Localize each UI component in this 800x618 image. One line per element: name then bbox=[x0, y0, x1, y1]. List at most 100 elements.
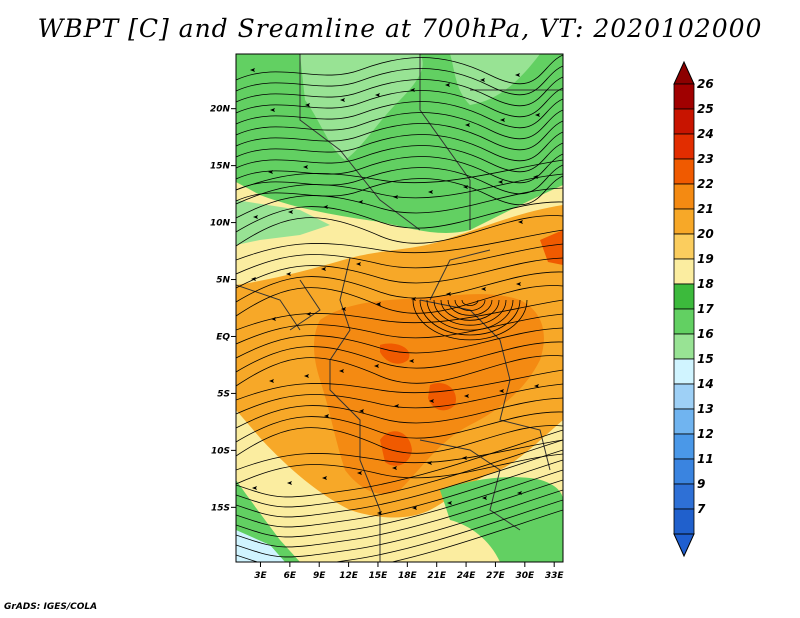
streamline-arrow bbox=[429, 399, 434, 403]
streamline bbox=[236, 76, 563, 107]
colorbar-label: 17 bbox=[697, 302, 714, 316]
streamline-arrow bbox=[303, 165, 308, 169]
streamline-arrow bbox=[374, 364, 379, 368]
streamline-arrow bbox=[481, 287, 486, 291]
y-tick-label: 15N bbox=[210, 162, 231, 172]
colorbar-segment bbox=[673, 358, 695, 385]
colorbar: 26 25 24 23 22 21 20 19 18 17 16 15 14 13 12 11 9 7 bbox=[673, 60, 714, 558]
streamline-arrow bbox=[271, 317, 276, 321]
streamline-arrow bbox=[287, 481, 292, 485]
streamline-arrow bbox=[268, 170, 273, 174]
streamline-arrow bbox=[339, 369, 344, 373]
streamline bbox=[236, 257, 563, 289]
colorbar-segment bbox=[673, 233, 695, 260]
colorbar-label: 21 bbox=[697, 202, 714, 216]
streamline-arrow bbox=[288, 210, 293, 214]
streamline-arrow bbox=[251, 277, 256, 281]
streamline-arrow bbox=[463, 185, 468, 189]
colorbar-label: 7 bbox=[697, 502, 706, 516]
streamline-arrow bbox=[340, 98, 345, 102]
colorbar-segment bbox=[673, 208, 695, 235]
streamline bbox=[236, 153, 563, 184]
map-title: WBPT [C] and Sreamline at 700hPa, VT: 20… bbox=[37, 14, 763, 43]
streamline bbox=[236, 469, 563, 538]
streamline bbox=[236, 54, 563, 85]
streamline-arrow bbox=[515, 73, 520, 77]
colorbar-segment bbox=[673, 133, 695, 160]
streamline bbox=[454, 299, 486, 311]
streamline-arrow bbox=[518, 220, 523, 224]
streamline bbox=[236, 98, 563, 129]
streamline-arrow bbox=[359, 409, 364, 413]
y-tick-label: 10S bbox=[211, 446, 230, 456]
streamline-arrow bbox=[392, 466, 397, 470]
streamline-arrow bbox=[341, 307, 346, 311]
colorbar-top-arrow bbox=[673, 60, 695, 85]
map-frame bbox=[235, 53, 564, 563]
streamline-arrow bbox=[304, 374, 309, 378]
streamline-arrow bbox=[305, 103, 310, 107]
streamline bbox=[236, 285, 563, 317]
colorbar-label: 13 bbox=[697, 402, 714, 416]
colorbar-segment bbox=[673, 108, 695, 135]
streamline-arrow bbox=[322, 476, 327, 480]
streamline bbox=[236, 499, 563, 562]
streamline-arrow bbox=[500, 118, 505, 122]
streamline bbox=[236, 131, 563, 162]
streamline-arrow bbox=[270, 108, 275, 112]
colorbar-label: 24 bbox=[697, 127, 714, 141]
y-tick-label: 5S bbox=[217, 389, 230, 399]
streamline-arrow bbox=[377, 511, 382, 515]
map-panel bbox=[236, 54, 563, 562]
streamline-arrow bbox=[324, 414, 329, 418]
x-tick-label: 21E bbox=[427, 571, 447, 581]
streamline-arrow bbox=[409, 359, 414, 363]
streamline bbox=[236, 187, 563, 219]
footer-credit: GrADS: IGES/COLA bbox=[4, 602, 98, 612]
colorbar-segment bbox=[673, 383, 695, 410]
streamline-arrow bbox=[446, 292, 451, 296]
streamline bbox=[236, 459, 563, 528]
colorbar-segment bbox=[673, 258, 695, 285]
streamline bbox=[236, 201, 563, 233]
streamline bbox=[426, 299, 514, 331]
streamline bbox=[236, 120, 563, 151]
streamline bbox=[236, 355, 563, 387]
streamline bbox=[236, 453, 563, 485]
streamline-arrow bbox=[462, 456, 467, 460]
streamline-arrow bbox=[498, 180, 503, 184]
streamline bbox=[236, 87, 563, 118]
x-tick-label: 30E bbox=[515, 571, 535, 581]
streamline bbox=[447, 299, 493, 316]
y-tick-label: 20N bbox=[210, 105, 231, 115]
y-tick-label: 5N bbox=[216, 276, 230, 286]
streamline-arrow bbox=[410, 88, 415, 92]
streamline bbox=[236, 142, 563, 173]
streamline bbox=[236, 383, 563, 415]
streamline-arrow bbox=[445, 83, 450, 87]
streamline-arrow bbox=[252, 486, 257, 490]
streamline bbox=[236, 65, 563, 96]
streamline-arrow bbox=[357, 471, 362, 475]
streamline bbox=[236, 411, 563, 443]
streamline bbox=[461, 299, 479, 306]
streamline-arrow bbox=[393, 195, 398, 199]
streamline-arrow bbox=[269, 379, 274, 383]
streamline bbox=[236, 429, 563, 498]
streamline-arrow bbox=[465, 123, 470, 127]
streamline-arrow bbox=[376, 302, 381, 306]
streamline bbox=[236, 299, 563, 331]
colorbar-segment bbox=[673, 408, 695, 435]
streamline bbox=[236, 341, 563, 373]
y-tick-label: EQ bbox=[216, 332, 230, 342]
y-axis: 20N 15N 10N 5N EQ 5S 10S 15S bbox=[210, 105, 236, 513]
colorbar-segment bbox=[673, 508, 695, 535]
streamline bbox=[412, 299, 528, 341]
streamline-arrow bbox=[533, 175, 538, 179]
region-southern-green bbox=[236, 477, 563, 562]
colorbar-label: 20 bbox=[697, 227, 714, 241]
streamline bbox=[419, 299, 521, 336]
streamline bbox=[236, 173, 563, 205]
streamline-arrow bbox=[321, 267, 326, 271]
